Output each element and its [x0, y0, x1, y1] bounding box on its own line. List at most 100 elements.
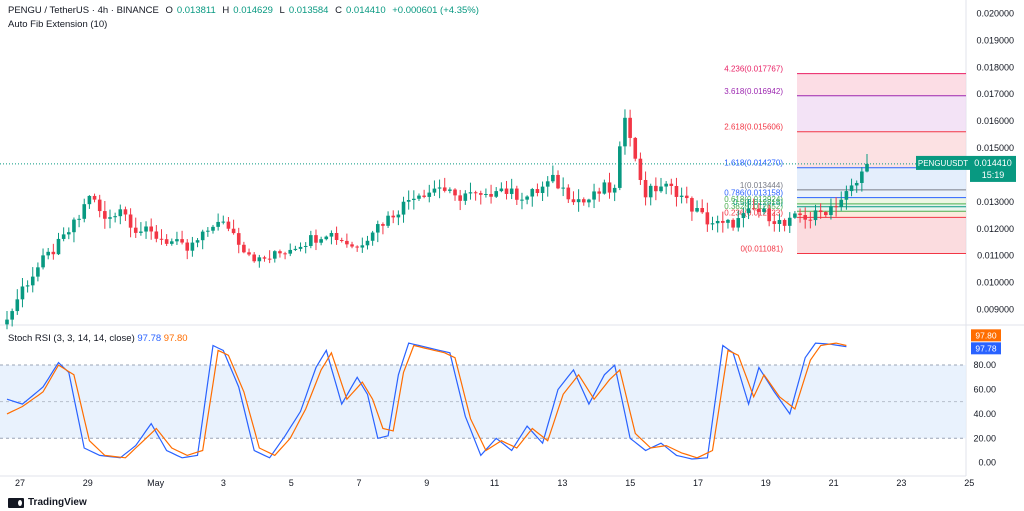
- candle-body: [87, 195, 92, 205]
- candle-body: [66, 232, 71, 235]
- candle-body: [190, 242, 195, 251]
- candle-body: [834, 206, 838, 208]
- candle-body: [468, 192, 473, 194]
- candle-body: [15, 299, 20, 312]
- candle-body: [180, 239, 184, 243]
- time-tick-label: 23: [896, 478, 906, 488]
- candle-body: [195, 240, 200, 243]
- time-tick-label: 19: [761, 478, 771, 488]
- price-tick-label: 0.020000: [976, 8, 1014, 18]
- candle-body: [417, 195, 421, 199]
- candle-body: [463, 193, 468, 201]
- candle-body: [741, 213, 746, 219]
- high-label: H: [222, 5, 230, 16]
- change-value: +0.000601 (+4.35%): [392, 5, 479, 16]
- osc-tick-label: 40.00: [973, 409, 996, 419]
- price-tag-value: 0.014410: [974, 158, 1012, 168]
- candle-body: [283, 253, 287, 255]
- candle-body: [401, 201, 406, 215]
- candle-body: [298, 246, 303, 249]
- candle-body: [520, 199, 524, 201]
- fib-zone: [797, 189, 966, 198]
- fib-zone: [797, 211, 966, 218]
- candle-body: [236, 233, 241, 245]
- osc-tick-label: 0.00: [978, 458, 996, 468]
- candle-body: [242, 244, 246, 253]
- candle-body: [571, 199, 576, 203]
- candle-body: [772, 221, 777, 224]
- close-label: C: [335, 5, 342, 16]
- time-tick-label: 15: [625, 478, 635, 488]
- low-label: L: [279, 5, 285, 16]
- candle-body: [566, 187, 571, 200]
- fib-zone: [797, 206, 966, 212]
- open-label: O: [165, 5, 173, 16]
- candle-body: [370, 232, 375, 241]
- candle-body: [731, 219, 735, 228]
- candle-body: [597, 191, 602, 194]
- price-tick-label: 0.010000: [976, 278, 1014, 288]
- candle-body: [211, 226, 215, 231]
- candle-body: [365, 240, 370, 246]
- candle-body: [865, 163, 869, 172]
- d-value-tag: [971, 329, 1001, 342]
- candle-body: [623, 117, 627, 147]
- candle-body: [200, 231, 205, 241]
- candle-body: [350, 244, 354, 247]
- candle-body: [272, 251, 277, 259]
- candle-body: [556, 174, 560, 189]
- candle-body: [494, 191, 499, 197]
- candle-body: [257, 257, 262, 262]
- candle-body: [324, 236, 329, 240]
- candle-body: [412, 198, 416, 201]
- candle-body: [540, 186, 545, 194]
- indicator-label[interactable]: Auto Fib Extension (10): [8, 19, 108, 30]
- candle-body: [844, 191, 849, 200]
- candle-body: [515, 188, 519, 200]
- time-tick-label: 9: [424, 478, 429, 488]
- candle-body: [72, 219, 76, 233]
- fib-zone: [797, 95, 966, 132]
- candle-body: [185, 242, 190, 251]
- candle-body: [293, 248, 298, 250]
- d-value: 97.80: [163, 333, 188, 344]
- candle-body: [592, 191, 596, 200]
- candle-body: [787, 217, 792, 226]
- oscillator-header[interactable]: Stoch RSI (3, 3, 14, 14, close) 97.78 97…: [8, 333, 188, 344]
- candle-body: [782, 219, 787, 226]
- candle-body: [221, 221, 226, 223]
- candle-body: [690, 198, 694, 212]
- candle-body: [36, 267, 40, 277]
- candle-body: [309, 235, 313, 246]
- candle-body: [757, 208, 761, 212]
- candle-body: [545, 181, 550, 187]
- candle-body: [618, 146, 622, 188]
- time-tick-label: 3: [221, 478, 226, 488]
- candle-body: [499, 188, 504, 192]
- candle-body: [854, 182, 859, 186]
- price-tag-symbol: PENGUUSDT: [918, 159, 968, 168]
- candle-body: [767, 208, 771, 222]
- candle-body: [824, 212, 828, 216]
- candle-body: [612, 187, 617, 193]
- high-value: 0.014629: [233, 5, 273, 16]
- candle-body: [267, 258, 272, 260]
- candle-body: [92, 195, 97, 200]
- time-tick-label: 17: [693, 478, 703, 488]
- candle-body: [453, 189, 457, 196]
- candle-body: [746, 208, 751, 214]
- fib-level-label: 0.786(0.013158): [724, 189, 783, 198]
- time-tick-label: 13: [557, 478, 567, 488]
- price-tick-label: 0.018000: [976, 62, 1014, 72]
- tradingview-logo[interactable]: TradingView: [8, 497, 87, 508]
- candle-body: [103, 211, 107, 219]
- candle-body: [108, 217, 112, 219]
- candle-body: [10, 311, 14, 320]
- candle-body: [231, 228, 236, 234]
- candle-body: [5, 319, 9, 325]
- time-tick-label: 5: [289, 478, 294, 488]
- fib-zone: [797, 73, 966, 96]
- open-value: 0.013811: [176, 5, 216, 16]
- candle-body: [432, 188, 437, 193]
